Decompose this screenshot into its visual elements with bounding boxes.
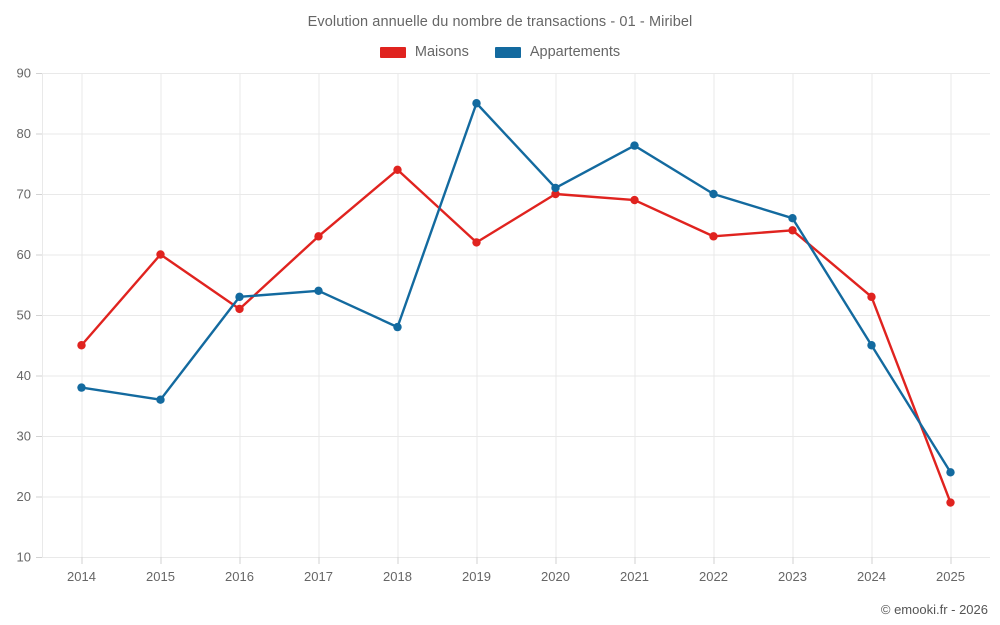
data-point-appartements-2025[interactable] [946,468,955,477]
x-axis-tick-label: 2021 [620,569,649,584]
legend-label-appartements: Appartements [529,44,621,60]
data-point-appartements-2020[interactable] [551,183,560,193]
y-axis-tick-label: 20 [17,489,31,504]
data-point-maisons-2025[interactable] [946,498,955,507]
x-axis-tick-label: 2025 [936,569,965,584]
x-axis-tick-labels: 2014 2015 2016 2017 2018 2019 2020 2021 2022 2023… [67,569,965,584]
x-axis-tick-label: 2022 [699,569,728,584]
grid-layer [36,73,990,564]
x-axis-tick-label: 2018 [383,569,412,584]
data-point-maisons-2021[interactable] [630,195,639,205]
y-axis-tick-label: 30 [17,429,31,444]
y-axis-tick-label: 60 [17,247,31,262]
data-point-appartements-2022[interactable] [709,189,718,199]
x-axis-tick-label: 2019 [462,569,491,584]
y-axis-tick-label: 70 [17,187,31,202]
x-axis-tick-label: 2020 [541,569,570,584]
series-line-maisons [80,168,952,504]
x-axis-tick-label: 2023 [778,569,807,584]
x-axis-tick-label: 2017 [304,569,333,584]
legend-item-appartements[interactable]: Appartements [494,44,621,60]
x-axis-tick-label: 2015 [146,569,175,584]
data-point-maisons-2014[interactable] [77,341,86,350]
copyright-credit: © emooki.fr - 2026 [880,602,988,617]
legend-swatch-maisons [379,46,406,58]
data-point-maisons-2022[interactable] [709,232,718,241]
data-point-appartements-2015[interactable] [156,395,165,404]
x-axis-tick-label: 2014 [67,569,96,584]
y-axis-tick-label: 10 [17,550,31,565]
data-point-appartements-2019[interactable] [472,99,481,108]
data-point-appartements-2017[interactable] [314,286,323,295]
y-axis-tick-labels: 10 20 30 40 50 60 70 80 90 [17,66,31,565]
data-point-maisons-2019[interactable] [472,238,481,247]
legend-item-maisons[interactable]: Maisons [379,44,469,60]
data-point-appartements-2023[interactable] [788,214,797,223]
x-axis-tick-label: 2016 [225,569,254,584]
data-point-maisons-2016[interactable] [235,304,244,314]
data-point-maisons-2024[interactable] [867,292,876,302]
data-point-maisons-2023[interactable] [788,226,797,235]
y-axis-tick-label: 80 [17,126,31,141]
legend-label-maisons: Maisons [414,44,469,60]
y-axis-tick-label: 90 [17,66,31,81]
data-point-maisons-2015[interactable] [156,250,165,259]
x-axis-tick-label: 2024 [857,569,886,584]
data-point-appartements-2021[interactable] [630,141,639,150]
data-point-appartements-2024[interactable] [867,341,876,350]
data-point-maisons-2020[interactable] [551,189,560,199]
legend-swatch-appartements [494,46,521,58]
chart-title: Evolution annuelle du nombre de transact… [307,14,693,30]
data-point-appartements-2014[interactable] [77,383,86,392]
y-axis-tick-label: 50 [17,308,31,323]
series-layer [77,99,955,507]
chart-legend: Maisons Appartements [0,44,1000,60]
series-line-appartements [80,102,952,474]
data-point-maisons-2018[interactable] [393,165,402,174]
data-point-appartements-2018[interactable] [393,322,402,332]
y-axis-tick-label: 40 [17,368,31,383]
data-point-maisons-2017[interactable] [314,232,323,241]
data-point-appartements-2016[interactable] [235,292,244,302]
